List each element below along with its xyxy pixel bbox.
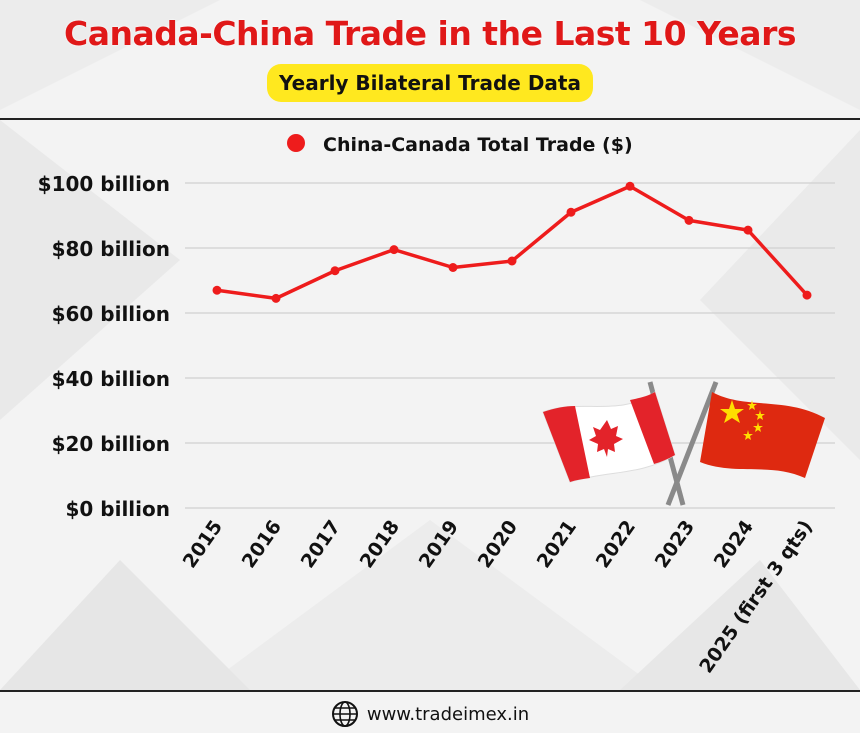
x-tick-label: 2016: [238, 516, 286, 572]
y-tick-label: $80 billion: [52, 237, 170, 261]
x-tick-label: 2021: [533, 516, 581, 572]
china-flag-pole: [665, 381, 719, 506]
y-tick-label: $20 billion: [52, 432, 170, 456]
footer-divider: [0, 690, 860, 692]
legend-marker-icon: [287, 134, 305, 152]
x-tick-label: 2019: [415, 516, 463, 572]
y-tick-label: $100 billion: [38, 172, 170, 196]
y-tick-label: $0 billion: [65, 497, 170, 521]
data-point: [625, 181, 635, 191]
crossed-flags-illustration: [542, 381, 825, 506]
legend-label: China-Canada Total Trade ($): [323, 134, 633, 156]
data-point: [212, 285, 222, 295]
x-tick-label: 2017: [297, 516, 345, 572]
y-tick-label: $60 billion: [52, 302, 170, 326]
data-point: [448, 263, 458, 272]
series-line: [216, 184, 809, 301]
china-flag-icon: [700, 392, 825, 478]
x-tick-label: 2015: [179, 516, 227, 572]
data-point: [330, 266, 340, 276]
x-tick-label: 2022: [592, 516, 640, 572]
data-point: [507, 256, 517, 266]
website-link[interactable]: www.tradeimex.in: [366, 703, 530, 725]
data-point: [802, 290, 812, 300]
data-point: [271, 293, 281, 303]
globe-icon: [331, 701, 358, 727]
x-tick-label: 2024: [710, 516, 758, 572]
data-point: [684, 215, 694, 225]
footer: www.tradeimex.in: [0, 700, 860, 728]
x-tick-label: 2018: [356, 516, 404, 572]
header-divider: [0, 118, 860, 120]
data-point: [743, 225, 753, 235]
y-tick-label: $40 billion: [52, 367, 170, 391]
page-title: Canada-China Trade in the Last 10 Years: [63, 14, 797, 53]
x-axis-tick-labels: 2015 2016 2017 2018 2019 2020 2021 2022 2023 2024…: [179, 516, 817, 677]
grid-lines: [185, 182, 835, 509]
canada-flag-icon: [542, 391, 676, 483]
data-point: [389, 245, 399, 255]
series-china-canada-total-trade: [212, 181, 812, 303]
subtitle-badge: Yearly Bilateral Trade Data: [267, 64, 593, 102]
x-tick-label: 2025 (first 3 qts): [695, 516, 817, 677]
x-tick-label: 2023: [651, 516, 699, 572]
x-tick-label: 2020: [474, 516, 522, 572]
data-point: [566, 207, 576, 217]
legend: China-Canada Total Trade ($): [287, 134, 633, 156]
y-axis-tick-labels: $0 billion $20 billion $40 billion $60 bill…: [38, 172, 170, 521]
